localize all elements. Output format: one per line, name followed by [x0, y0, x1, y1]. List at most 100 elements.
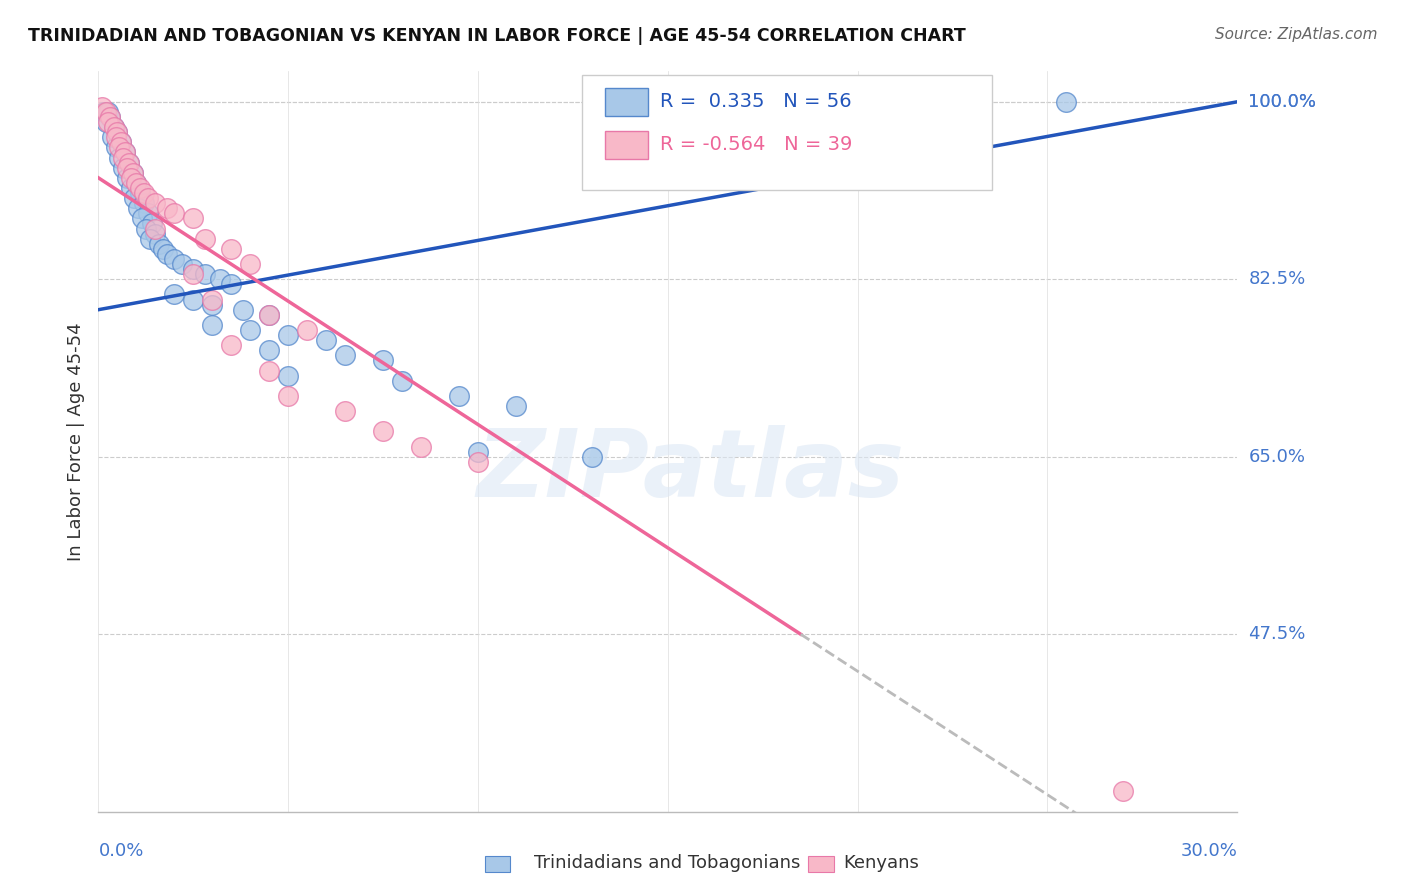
Point	[138, 232, 160, 246]
Text: R =  0.335   N = 56: R = 0.335 N = 56	[659, 92, 852, 112]
Point	[1112, 784, 1135, 798]
Point	[315, 333, 337, 347]
Point	[110, 136, 132, 150]
Point	[208, 272, 231, 286]
Point	[104, 140, 127, 154]
Point	[259, 343, 281, 358]
Point	[91, 100, 114, 114]
Point	[411, 440, 433, 454]
Point	[97, 104, 120, 119]
Point	[127, 201, 149, 215]
Point	[221, 277, 243, 292]
Point	[259, 308, 281, 322]
Point	[170, 257, 193, 271]
Y-axis label: In Labor Force | Age 45-54: In Labor Force | Age 45-54	[66, 322, 84, 561]
Point	[98, 110, 121, 124]
Point	[505, 399, 527, 413]
Point	[125, 176, 148, 190]
Point	[297, 323, 319, 337]
Point	[112, 161, 135, 175]
Text: Kenyans: Kenyans	[844, 855, 920, 872]
Point	[194, 267, 217, 281]
Point	[194, 232, 217, 246]
Point	[104, 130, 127, 145]
Point	[135, 221, 157, 235]
Point	[136, 191, 159, 205]
Point	[232, 302, 254, 317]
Point	[108, 151, 131, 165]
Point	[201, 318, 224, 332]
Point	[335, 404, 357, 418]
Point	[125, 176, 148, 190]
Point	[259, 363, 281, 377]
Text: Source: ZipAtlas.com: Source: ZipAtlas.com	[1215, 27, 1378, 42]
Point	[201, 293, 224, 307]
Text: 47.5%: 47.5%	[1249, 625, 1306, 643]
Text: Trinidadians and Tobagonians: Trinidadians and Tobagonians	[534, 855, 800, 872]
Point	[221, 338, 243, 352]
Text: 82.5%: 82.5%	[1249, 270, 1306, 288]
Point	[163, 287, 186, 301]
Point	[100, 130, 122, 145]
Point	[121, 166, 143, 180]
Point	[132, 196, 155, 211]
Point	[107, 125, 129, 139]
Point	[129, 181, 152, 195]
Text: ZIPatlas: ZIPatlas	[477, 425, 904, 517]
Text: R = -0.564   N = 39: R = -0.564 N = 39	[659, 136, 852, 154]
Point	[156, 247, 179, 261]
Point	[114, 145, 136, 160]
Point	[467, 455, 489, 469]
Point	[183, 211, 205, 226]
Point	[115, 161, 138, 175]
Point	[277, 328, 299, 343]
Point	[145, 227, 167, 241]
Point	[145, 196, 167, 211]
Point	[94, 115, 117, 129]
Text: 0.0%: 0.0%	[98, 842, 143, 860]
Point	[107, 125, 129, 139]
Point	[183, 293, 205, 307]
Point	[183, 267, 205, 281]
Point	[239, 257, 262, 271]
Point	[103, 120, 125, 135]
FancyBboxPatch shape	[605, 87, 648, 116]
Point	[129, 186, 152, 200]
Point	[156, 201, 179, 215]
Point	[108, 140, 131, 154]
Text: 100.0%: 100.0%	[1249, 93, 1316, 111]
Point	[152, 242, 174, 256]
Point	[371, 425, 394, 439]
Point	[239, 323, 262, 337]
Point	[277, 368, 299, 383]
FancyBboxPatch shape	[582, 75, 993, 190]
Point	[110, 136, 132, 150]
Point	[93, 104, 115, 119]
Point	[141, 217, 163, 231]
Point	[866, 95, 889, 109]
Point	[118, 155, 141, 169]
Point	[97, 115, 120, 129]
Point	[201, 298, 224, 312]
Point	[391, 374, 413, 388]
Point	[112, 151, 135, 165]
Point	[103, 120, 125, 135]
Point	[124, 191, 146, 205]
Point	[163, 252, 186, 266]
Point	[277, 389, 299, 403]
Text: 100.0%: 100.0%	[1249, 93, 1316, 111]
Text: 30.0%: 30.0%	[1181, 842, 1237, 860]
Text: TRINIDADIAN AND TOBAGONIAN VS KENYAN IN LABOR FORCE | AGE 45-54 CORRELATION CHAR: TRINIDADIAN AND TOBAGONIAN VS KENYAN IN …	[28, 27, 966, 45]
Point	[132, 186, 155, 200]
Point	[131, 211, 153, 226]
Point	[94, 104, 117, 119]
Point	[371, 353, 394, 368]
Point	[120, 170, 142, 185]
Point	[98, 110, 121, 124]
Point	[118, 155, 141, 169]
Point	[221, 242, 243, 256]
Point	[447, 389, 470, 403]
Point	[1054, 95, 1078, 109]
Point	[148, 236, 170, 251]
Point	[120, 181, 142, 195]
